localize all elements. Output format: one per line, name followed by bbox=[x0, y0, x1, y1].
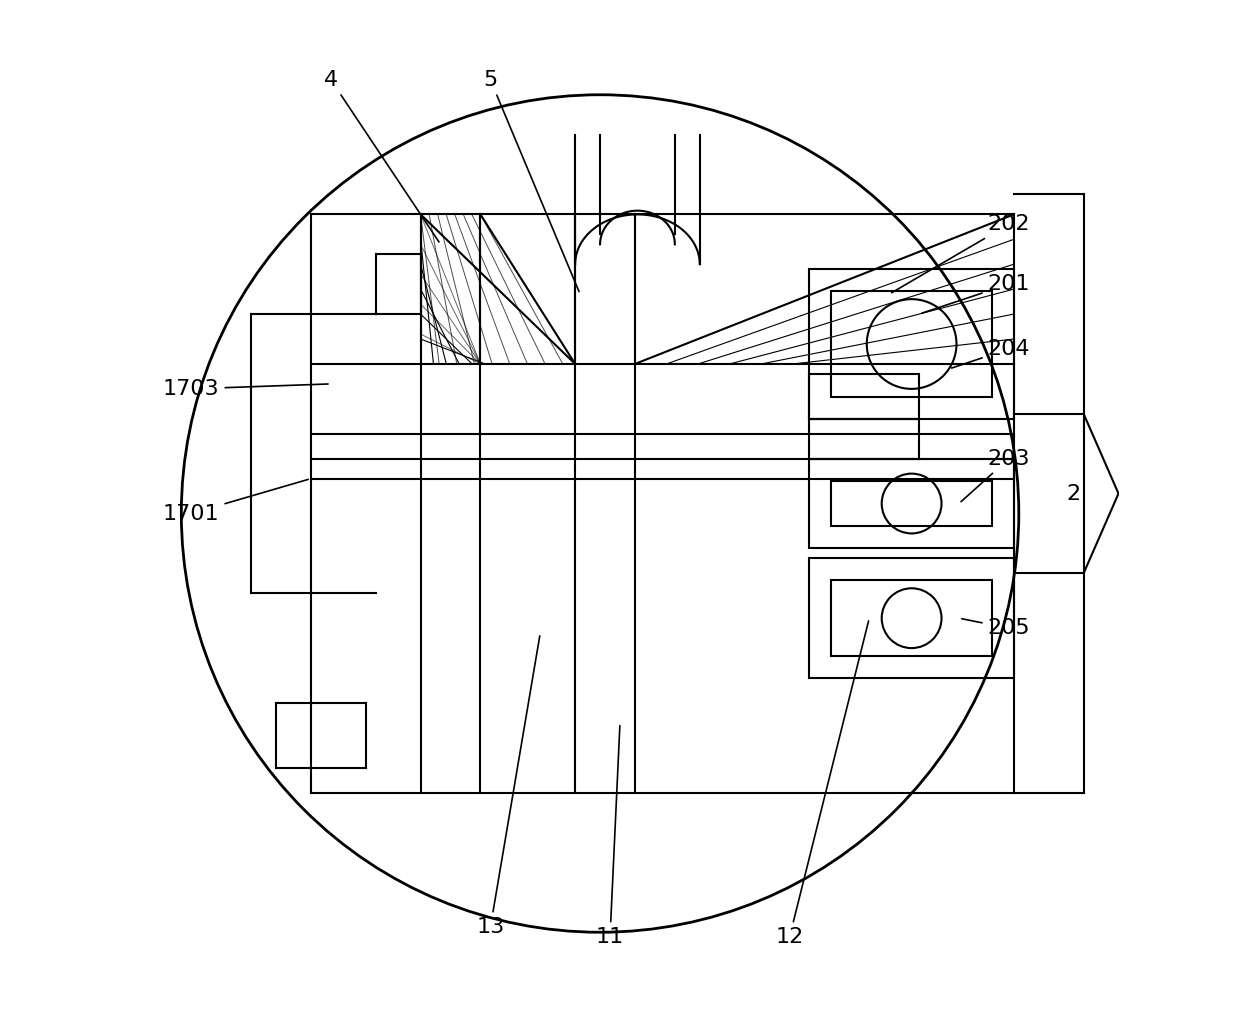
Bar bbox=[810, 459, 1014, 548]
Text: 205: 205 bbox=[962, 618, 1030, 638]
Bar bbox=[831, 292, 992, 396]
Bar bbox=[810, 559, 1014, 678]
Text: 1701: 1701 bbox=[162, 480, 309, 524]
Bar bbox=[810, 269, 1014, 419]
Text: 204: 204 bbox=[951, 339, 1030, 368]
Bar bbox=[831, 481, 992, 527]
Text: 13: 13 bbox=[476, 636, 539, 938]
Text: 2: 2 bbox=[1066, 484, 1081, 503]
Text: 12: 12 bbox=[775, 621, 868, 947]
Text: 1703: 1703 bbox=[162, 379, 329, 398]
Text: 203: 203 bbox=[961, 449, 1030, 501]
Text: 11: 11 bbox=[596, 726, 624, 947]
Text: 5: 5 bbox=[484, 70, 579, 292]
Text: 4: 4 bbox=[324, 70, 439, 242]
Bar bbox=[831, 580, 992, 656]
Text: 201: 201 bbox=[921, 274, 1030, 313]
Bar bbox=[810, 419, 919, 459]
Text: 202: 202 bbox=[892, 215, 1030, 293]
Bar bbox=[810, 374, 919, 419]
